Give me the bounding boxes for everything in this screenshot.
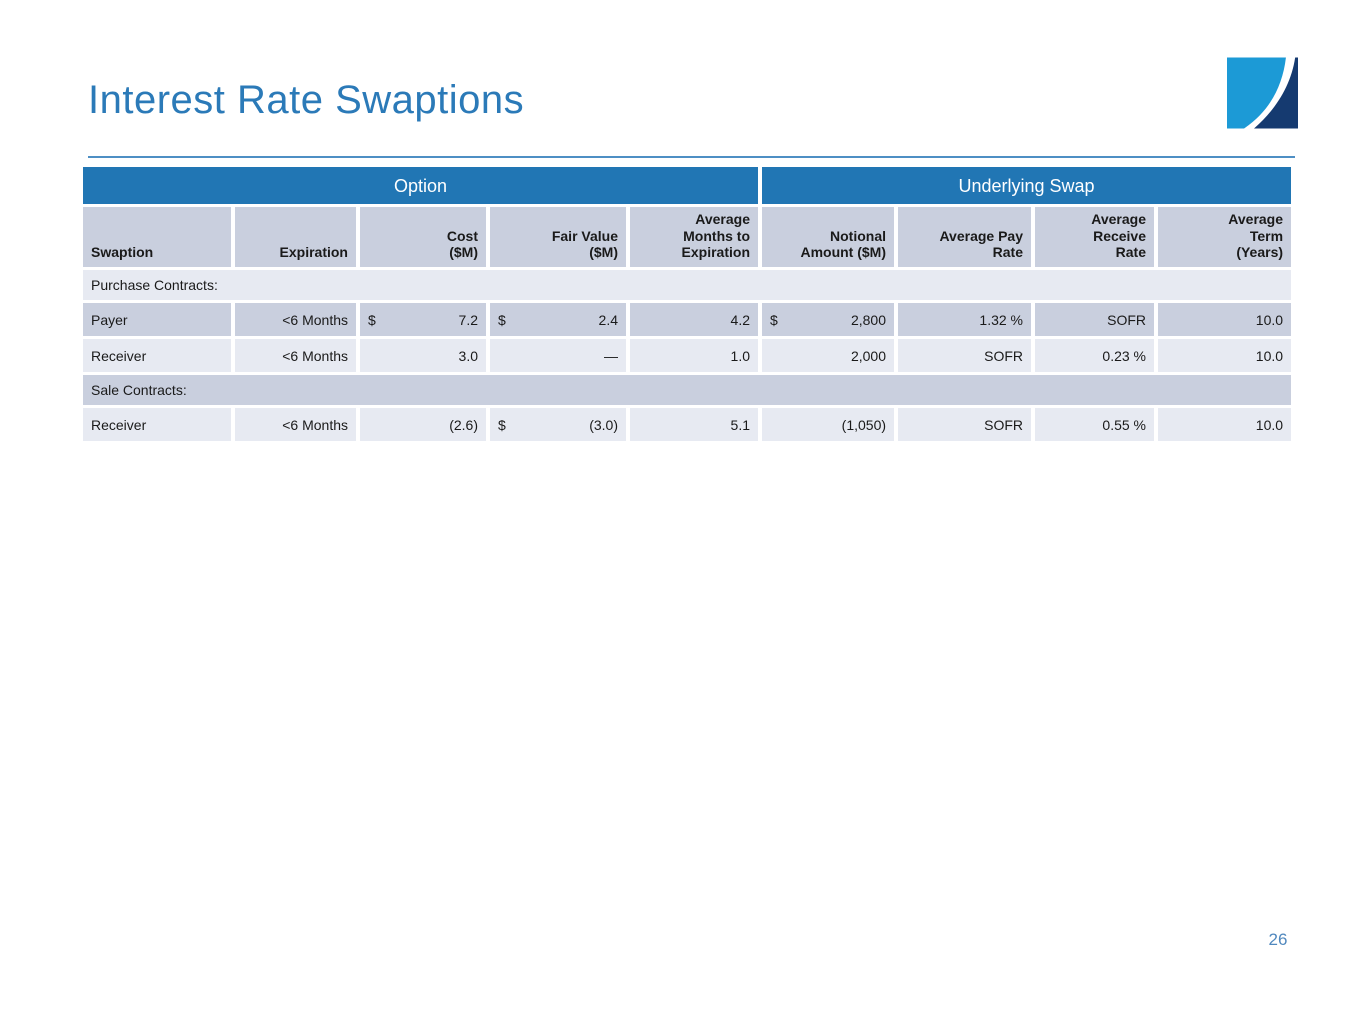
data-row-purchase-receiver: Receiver <6 Months 3.0 — 1.0 2,000 SOFR …	[83, 339, 1292, 375]
cell-avg-pay-rate: 1.32 %	[898, 303, 1036, 339]
cell-avg-pay-rate: SOFR	[898, 408, 1036, 444]
column-header-row: Swaption Expiration Cost ($M) Fair Value…	[83, 207, 1292, 270]
cell-fair-value: $2.4	[490, 303, 630, 339]
page-title: Interest Rate Swaptions	[88, 78, 525, 122]
cell-avg-months: 5.1	[630, 408, 763, 444]
cell-swaption: Payer	[83, 303, 235, 339]
cell-notional: $2,800	[762, 303, 899, 339]
column-header-avg-term: Average Term (Years)	[1158, 207, 1292, 270]
column-header-notional: Notional Amount ($M)	[762, 207, 899, 270]
cell-expiration: <6 Months	[235, 339, 360, 375]
table-group-option: Option	[83, 167, 763, 207]
column-header-expiration: Expiration	[235, 207, 360, 270]
cell-avg-term: 10.0	[1158, 408, 1292, 444]
cell-fair-value: —	[490, 339, 630, 375]
column-header-swaption: Swaption	[83, 207, 235, 270]
column-header-fair-value: Fair Value ($M)	[490, 207, 630, 270]
cell-expiration: <6 Months	[235, 303, 360, 339]
section-row-purchase-contracts: Purchase Contracts:	[83, 270, 1292, 303]
cell-notional: (1,050)	[762, 408, 899, 444]
group-header-row: Option Underlying Swap	[83, 167, 1292, 207]
page-number: 26	[1268, 930, 1288, 949]
data-row-purchase-payer: Payer <6 Months $7.2 $2.4 4.2 $2,800 1.3…	[83, 303, 1292, 339]
column-header-cost: Cost ($M)	[360, 207, 490, 270]
cell-swaption: Receiver	[83, 408, 235, 444]
cell-avg-receive-rate: 0.55 %	[1035, 408, 1159, 444]
company-logo	[1227, 57, 1298, 129]
section-row-sale-contracts: Sale Contracts:	[83, 375, 1292, 408]
cell-avg-term: 10.0	[1158, 339, 1292, 375]
currency-symbol: $	[498, 311, 506, 328]
currency-symbol: $	[498, 416, 506, 433]
column-header-avg-months: Average Months to Expiration	[630, 207, 763, 270]
cell-swaption: Receiver	[83, 339, 235, 375]
cell-avg-receive-rate: SOFR	[1035, 303, 1159, 339]
cell-cost: (2.6)	[360, 408, 490, 444]
table-group-underlying-swap: Underlying Swap	[762, 167, 1292, 207]
cell-expiration: <6 Months	[235, 408, 360, 444]
currency-symbol: $	[368, 311, 376, 328]
cell-avg-term: 10.0	[1158, 303, 1292, 339]
cell-avg-pay-rate: SOFR	[898, 339, 1036, 375]
column-header-avg-pay-rate: Average Pay Rate	[898, 207, 1036, 270]
cell-cost: $7.2	[360, 303, 490, 339]
cell-notional: 2,000	[762, 339, 899, 375]
title-divider	[88, 156, 1295, 158]
swaptions-table: Option Underlying Swap Swaption Expirati…	[83, 167, 1292, 444]
cell-avg-months: 1.0	[630, 339, 763, 375]
cell-fair-value: $ (3.0)	[490, 408, 630, 444]
column-header-avg-receive-rate: Average Receive Rate	[1035, 207, 1159, 270]
cell-cost: 3.0	[360, 339, 490, 375]
currency-symbol: $	[770, 311, 778, 328]
data-row-sale-receiver: Receiver <6 Months (2.6) $ (3.0) 5.1 (1,0…	[83, 408, 1292, 444]
cell-avg-months: 4.2	[630, 303, 763, 339]
section-label: Purchase Contracts:	[83, 270, 1292, 303]
section-label: Sale Contracts:	[83, 375, 1292, 408]
cell-avg-receive-rate: 0.23 %	[1035, 339, 1159, 375]
